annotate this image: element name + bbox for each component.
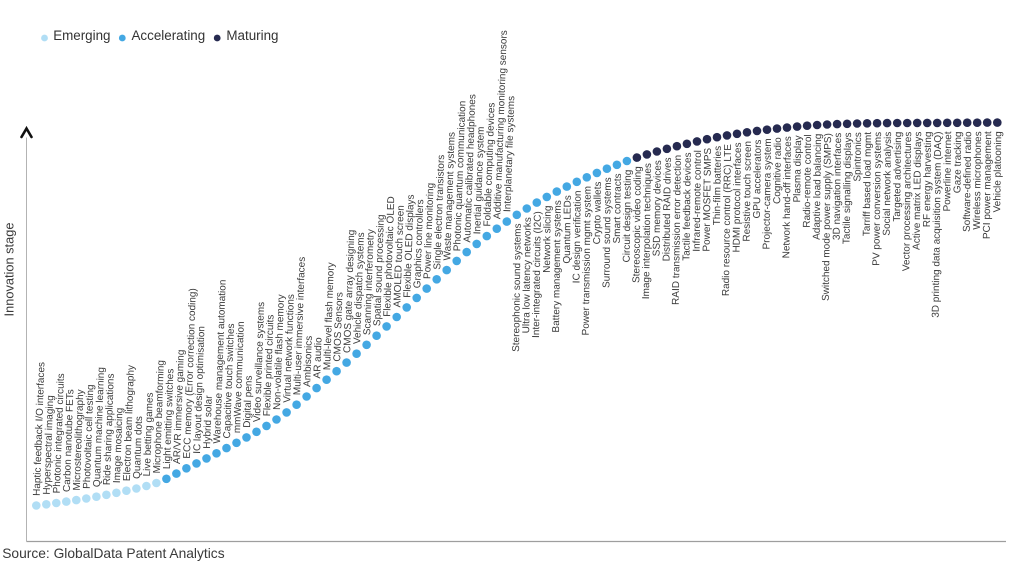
svg-text:Graphics controllers: Graphics controllers (412, 199, 426, 288)
svg-text:Thin-film batteries: Thin-film batteries (712, 146, 724, 226)
svg-text:IC layout design optimisation: IC layout design optimisation (192, 326, 207, 454)
svg-text:Targeted advertising: Targeted advertising (892, 132, 904, 222)
svg-text:IC design verification: IC design verification (572, 190, 584, 283)
svg-text:Network hand-off interfaces: Network hand-off interfaces (781, 136, 794, 258)
svg-text:Spintronics: Spintronics (852, 132, 864, 182)
svg-text:Surround sound systems: Surround sound systems (601, 177, 614, 288)
svg-text:AR audio: AR audio (312, 337, 324, 379)
svg-text:Image mosaicing: Image mosaicing (112, 407, 126, 483)
svg-text:Radio resource control (RRC) L: Radio resource control (RRC) LTE (721, 144, 734, 297)
svg-text:Scanning interferometry: Scanning interferometry (362, 229, 377, 335)
svg-text:Active matrix LED displays: Active matrix LED displays (912, 131, 925, 250)
svg-text:Capacitive touch switches: Capacitive touch switches (222, 323, 237, 438)
svg-text:Cognitive radio: Cognitive radio (772, 137, 784, 204)
svg-text:Hyperspectral imaging: Hyperspectral imaging (42, 395, 56, 495)
svg-text:Ultra low latency networks: Ultra low latency networks (521, 217, 534, 333)
svg-text:Inertial guidance system: Inertial guidance system (472, 126, 487, 234)
svg-text:Software-defined radio: Software-defined radio (962, 131, 974, 232)
svg-text:Source: GlobalData Patent Anal: Source: GlobalData Patent Analytics (2, 546, 225, 561)
svg-text:Image interpolation techniques: Image interpolation techniques (641, 163, 654, 299)
svg-text:Network slicing: Network slicing (542, 205, 554, 272)
svg-text:Maturing: Maturing (226, 28, 278, 43)
svg-text:Tarriff based load mgmt: Tarriff based load mgmt (862, 132, 874, 237)
svg-text:RF energy harvesting: RF energy harvesting (922, 131, 934, 227)
svg-text:Smart contracts: Smart contracts (612, 173, 624, 243)
svg-text:GPU accelerators: GPU accelerators (752, 139, 764, 218)
svg-text:Light emitting switches: Light emitting switches (162, 368, 177, 469)
svg-text:PCI power management: PCI power management (982, 131, 995, 239)
svg-text:Vehicle platooning: Vehicle platooning (992, 131, 1004, 212)
svg-text:Projector-camera system: Projector-camera system (761, 138, 774, 249)
svg-text:Emerging: Emerging (53, 28, 110, 43)
svg-text:Distributed RAID drives: Distributed RAID drives (661, 157, 673, 261)
svg-text:mmWave communication: mmWave communication (232, 321, 247, 433)
svg-text:Virtual network functions: Virtual network functions (282, 294, 297, 403)
svg-text:Multi-level flash memory: Multi-level flash memory (322, 262, 337, 370)
svg-text:Foldable computing devices: Foldable computing devices (482, 102, 497, 226)
svg-text:Power line monitoring: Power line monitoring (422, 183, 436, 279)
svg-text:Live betting games: Live betting games (142, 392, 156, 476)
svg-text:Microphone beamforming: Microphone beamforming (152, 360, 167, 474)
svg-text:Battery management systems: Battery management systems (551, 200, 564, 332)
svg-text:Accelerating: Accelerating (132, 28, 206, 43)
svg-text:AR/VR immersive gaming: AR/VR immersive gaming (172, 349, 187, 464)
svg-text:Quantum machine learning: Quantum machine learning (92, 367, 107, 487)
svg-text:Ambisonics: Ambisonics (302, 336, 315, 387)
svg-text:PV power conversion systems: PV power conversion systems (871, 132, 884, 266)
svg-text:Powerline internet: Powerline internet (942, 131, 954, 211)
svg-text:Electron beam lithography: Electron beam lithography (122, 365, 137, 482)
svg-text:Plasma display: Plasma display (792, 135, 804, 202)
svg-text:Vector processing architecture: Vector processing architectures (901, 132, 914, 272)
svg-text:SSD memory devices: SSD memory devices (652, 160, 664, 256)
svg-text:Infrared-remote control: Infrared-remote control (692, 150, 704, 252)
svg-text:Inter-integrated circuits (I2C: Inter-integrated circuits (I2C) (531, 211, 544, 338)
svg-text:Quantum dots: Quantum dots (132, 416, 145, 479)
svg-text:Carbon nanotube FETs: Carbon nanotube FETs (62, 389, 77, 492)
svg-text:Tactile signalling displays: Tactile signalling displays (842, 132, 855, 244)
svg-text:RAID transmission error detect: RAID transmission error detection (671, 155, 684, 305)
svg-text:Stereoscopic video coding: Stereoscopic video coding (631, 166, 644, 283)
svg-text:Haptic feedback I/O interfaces: Haptic feedback I/O interfaces (32, 362, 48, 496)
svg-text:Ride sharing applications: Ride sharing applications (102, 373, 117, 485)
svg-text:Tactile feedback devices: Tactile feedback devices (681, 152, 694, 261)
svg-text:Wireless microphones: Wireless microphones (972, 131, 984, 230)
svg-text:Photonic quantum communication: Photonic quantum communication (452, 101, 468, 252)
svg-text:3D navigation interfaces: 3D navigation interfaces (832, 133, 844, 240)
svg-text:Spatial sound processing: Spatial sound processing (372, 214, 387, 326)
svg-text:Hybrid solar: Hybrid solar (202, 395, 215, 449)
svg-text:Social network analysis: Social network analysis (882, 132, 894, 236)
svg-text:Flexible printed circuits: Flexible printed circuits (262, 314, 277, 416)
svg-text:Digital pens: Digital pens (242, 375, 255, 428)
svg-text:Flexible photovoltaic OLED: Flexible photovoltaic OLED (382, 196, 397, 317)
svg-text:Adaptive load balancing: Adaptive load balancing (812, 134, 824, 240)
svg-text:Video surveillance systems: Video surveillance systems (252, 302, 267, 423)
svg-text:Vehicle dispatch systems: Vehicle dispatch systems (352, 232, 367, 344)
svg-text:Power MOSFET SMPS: Power MOSFET SMPS (702, 147, 714, 251)
svg-text:Microstereolithography: Microstereolithography (72, 389, 87, 490)
svg-text:Crypto wallets: Crypto wallets (592, 181, 604, 244)
svg-text:CMOS gate array designing: CMOS gate array designing (342, 229, 357, 353)
svg-text:Automatic calibrated headphone: Automatic calibrated headphones (462, 94, 478, 243)
svg-text:Interplanetary file systems: Interplanetary file systems (502, 96, 517, 212)
svg-text:CMOS Sensors: CMOS Sensors (332, 292, 345, 362)
svg-text:Stereophonic sound systems: Stereophonic sound systems (511, 223, 524, 352)
svg-text:Flexible OLED displays: Flexible OLED displays (402, 194, 417, 298)
svg-text:Photonic integrated circuits: Photonic integrated circuits (52, 373, 67, 493)
svg-text:Waste management systems: Waste management systems (442, 132, 457, 261)
svg-text:Circuit design testing: Circuit design testing (622, 170, 634, 263)
svg-text:Single electron transistors: Single electron transistors (432, 155, 447, 270)
svg-text:AMOLED touch screen: AMOLED touch screen (392, 205, 407, 308)
svg-text:Multi-user immersive interface: Multi-user immersive interfaces (292, 257, 308, 396)
svg-text:Quantum LEDs: Quantum LEDs (562, 195, 574, 264)
svg-text:Resistive touch screen: Resistive touch screen (742, 141, 754, 242)
svg-text:Switched mode power supply (SM: Switched mode power supply (SMPS) (821, 133, 834, 301)
svg-text:3D printing data acquisition s: 3D printing data acquisition system (DAQ… (931, 131, 945, 317)
svg-text:Photovoltaic cell testing: Photovoltaic cell testing (82, 384, 97, 489)
svg-text:HDMI protocol interfaces: HDMI protocol interfaces (731, 142, 744, 252)
svg-text:Non-volatile flash memory: Non-volatile flash memory (272, 294, 287, 410)
svg-text:Gaze tracking: Gaze tracking (952, 131, 964, 193)
svg-text:Innovation stage: Innovation stage (2, 223, 17, 317)
svg-text:Radio-remote control: Radio-remote control (802, 134, 814, 228)
svg-text:Power transmission mgmt system: Power transmission mgmt system (581, 186, 594, 336)
